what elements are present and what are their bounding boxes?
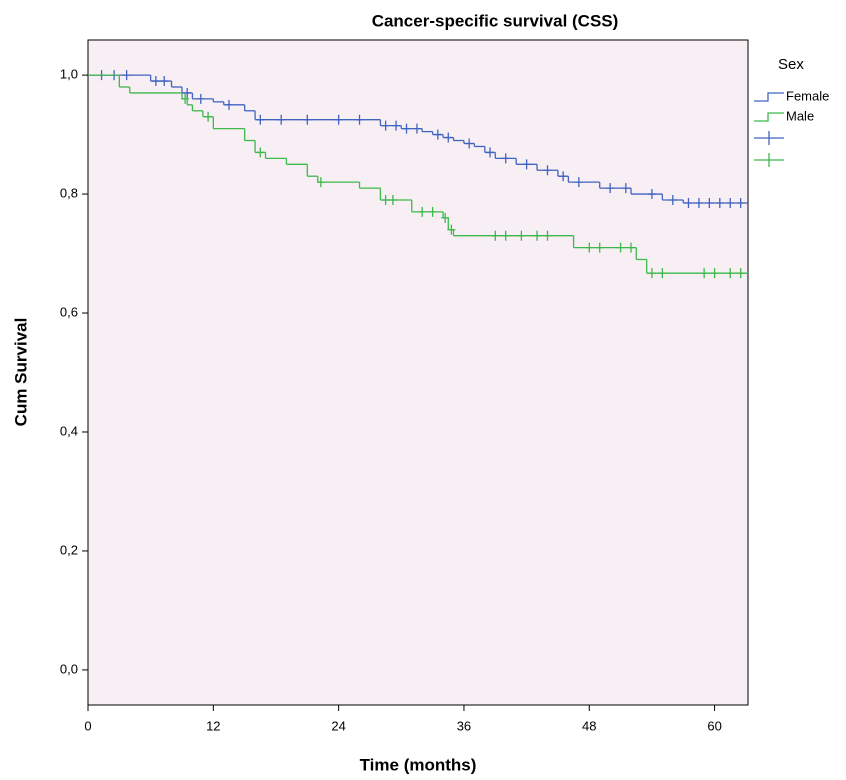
censor-mark (715, 197, 724, 208)
censor-mark (412, 123, 421, 134)
censor-mark (543, 230, 552, 241)
x-axis-title: Time (months) (360, 755, 477, 774)
censor-mark (559, 171, 568, 182)
x-tick-label: 36 (457, 718, 471, 733)
censor-mark (517, 230, 526, 241)
censor-mark (256, 114, 265, 125)
censor-mark (684, 197, 693, 208)
y-axis-title: Cum Survival (11, 318, 30, 427)
censor-mark (277, 114, 286, 125)
censor-mark (522, 159, 531, 170)
censor-mark (418, 206, 427, 217)
legend-swatch (754, 112, 784, 122)
censor-mark (402, 123, 411, 134)
censor-mark (647, 189, 656, 200)
censor-mark (334, 114, 343, 125)
y-tick-label: 0,2 (60, 542, 78, 557)
censor-mark (465, 138, 474, 149)
censor-mark (647, 268, 656, 279)
censor-mark (316, 177, 325, 188)
legend-label: Female (786, 88, 829, 103)
legend-label: Male (786, 108, 814, 123)
censor-mark (447, 224, 456, 235)
censor-mark (736, 268, 745, 279)
x-tick-label: 24 (331, 718, 345, 733)
censor-mark (444, 132, 453, 143)
censor-mark (501, 230, 510, 241)
y-tick-label: 0,0 (60, 661, 78, 676)
censor-mark (196, 93, 205, 104)
censor-mark (710, 268, 719, 279)
censor-mark (658, 268, 667, 279)
legend-swatch (754, 92, 784, 102)
censor-mark (533, 230, 542, 241)
x-tick-label: 0 (84, 718, 91, 733)
legend-censor (754, 153, 784, 167)
censor-mark (726, 268, 735, 279)
legend-censor (754, 131, 784, 145)
y-tick-label: 0,6 (60, 304, 78, 319)
censor-mark (694, 197, 703, 208)
censor-mark (381, 120, 390, 131)
censor-mark (621, 183, 630, 194)
censor-mark (585, 242, 594, 253)
censor-mark (616, 242, 625, 253)
censor-mark (183, 87, 192, 98)
censor-mark (501, 153, 510, 164)
censor-mark (428, 206, 437, 217)
censor-mark (736, 197, 745, 208)
censor-mark (388, 195, 397, 206)
censor-mark (441, 212, 450, 223)
censor-mark (204, 111, 213, 122)
censor-mark (303, 114, 312, 125)
censor-mark (574, 177, 583, 188)
x-tick-label: 60 (707, 718, 721, 733)
censor-mark (595, 242, 604, 253)
censor-mark (355, 114, 364, 125)
censor-mark (486, 147, 495, 158)
censor-mark (606, 183, 615, 194)
y-tick-label: 0,8 (60, 185, 78, 200)
censor-mark (160, 76, 169, 87)
x-tick-label: 12 (206, 718, 220, 733)
censor-mark (256, 147, 265, 158)
legend-title: Sex (778, 56, 804, 73)
censor-mark (543, 165, 552, 176)
censor-mark (700, 268, 709, 279)
censor-mark (151, 76, 160, 87)
censor-mark (627, 242, 636, 253)
censor-mark (433, 129, 442, 140)
censor-mark (181, 93, 190, 104)
censor-mark (668, 195, 677, 206)
censor-mark (122, 70, 131, 81)
y-tick-label: 1,0 (60, 67, 78, 82)
chart-title: Cancer-specific survival (CSS) (372, 11, 619, 30)
x-tick-label: 48 (582, 718, 596, 733)
censor-mark (491, 230, 500, 241)
censor-mark (705, 197, 714, 208)
plot-area (87, 39, 749, 706)
y-tick-label: 0,4 (60, 423, 78, 438)
censor-mark (381, 195, 390, 206)
censor-mark (726, 197, 735, 208)
censor-mark (224, 99, 233, 110)
censor-mark (392, 120, 401, 131)
